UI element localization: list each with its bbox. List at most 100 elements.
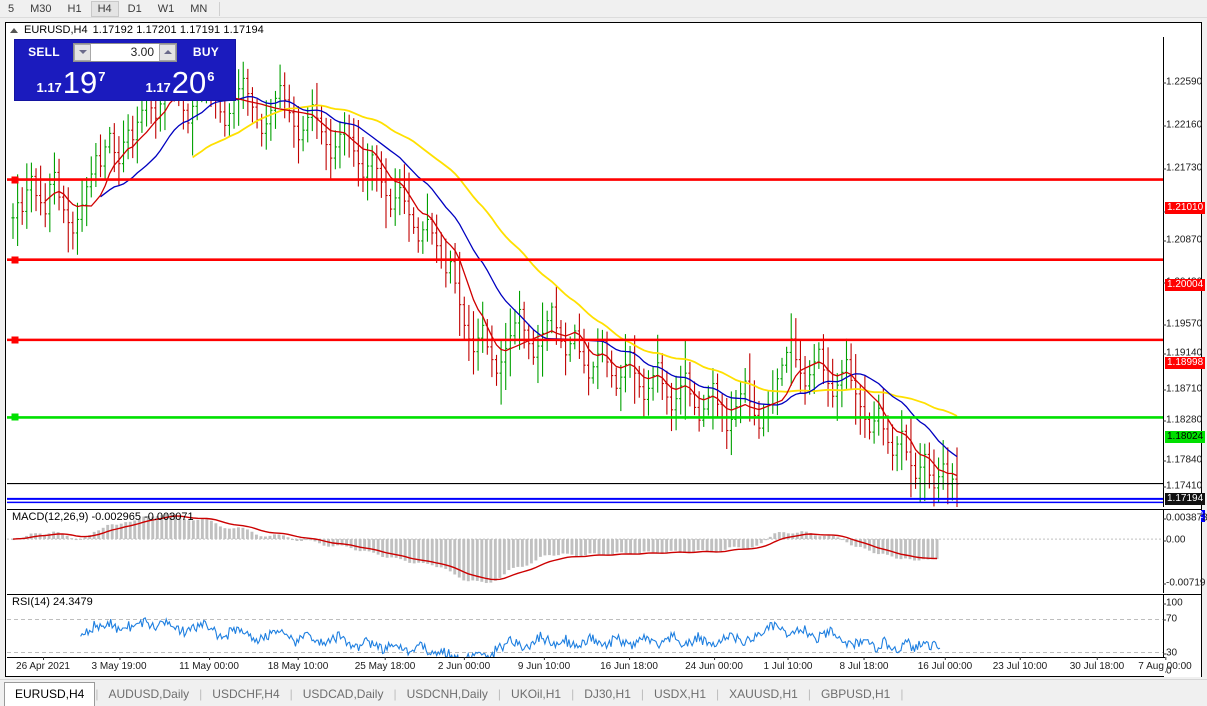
price-scale[interactable]: 1.225901.221601.217301.213001.208701.204… xyxy=(1162,37,1206,522)
macd-bar xyxy=(187,520,191,540)
macd-bar xyxy=(435,539,439,568)
macd-bar xyxy=(264,536,267,540)
macd-bar xyxy=(124,522,128,540)
volume-decrease-button[interactable] xyxy=(74,43,91,61)
macd-bar xyxy=(223,528,227,540)
toolbar-divider xyxy=(219,1,221,16)
macd-bar xyxy=(318,539,321,544)
chart-tab-xauusd-h1[interactable]: XAUUSD,H1 xyxy=(729,687,798,701)
tab-separator: | xyxy=(393,687,397,701)
tick-mark xyxy=(628,657,630,660)
macd-bar xyxy=(133,520,137,540)
chart-tab-audusd-daily[interactable]: AUDUSD,Daily xyxy=(108,687,190,701)
time-scale-tick: 2 Jun 00:00 xyxy=(438,657,490,672)
macd-bar xyxy=(43,534,47,540)
macd-bar xyxy=(593,539,596,554)
macd-bar xyxy=(525,539,529,566)
volume-stepper[interactable]: 3.00 xyxy=(73,42,177,62)
sell-price-button[interactable]: 1.17 19 7 xyxy=(17,64,124,98)
price-level-badge[interactable]: 1.20004 xyxy=(1165,279,1206,291)
timeframe-button-d1[interactable]: D1 xyxy=(127,2,142,15)
price-chart-pane[interactable] xyxy=(7,37,1165,507)
level-drag-handle-resistance-1[interactable] xyxy=(11,176,19,184)
macd-bar xyxy=(70,538,74,540)
macd-bar xyxy=(822,536,826,540)
chart-tab-usdcad-daily[interactable]: USDCAD,Daily xyxy=(302,687,384,701)
buy-button-label[interactable]: BUY xyxy=(192,45,220,59)
oct-prices-row: 1.17 19 7 1.17 20 6 xyxy=(15,64,235,100)
macd-bar xyxy=(836,537,840,540)
macd-bar xyxy=(534,539,538,561)
chart-tab-bar[interactable]: EURUSD,H4 | AUDUSD,Daily | USDCHF,H4 | USDCAD,… xyxy=(0,679,1207,706)
timeframe-button-h1[interactable]: H1 xyxy=(67,2,82,15)
time-scale-tick: 26 Apr 2021 xyxy=(16,657,70,672)
macd-bar xyxy=(665,539,669,553)
macd-bar xyxy=(529,539,533,564)
volume-increase-button[interactable] xyxy=(159,43,176,61)
time-scale-tick: 1 Jul 10:00 xyxy=(764,657,812,672)
price-level-badge[interactable]: 1.21010 xyxy=(1165,202,1206,214)
chart-tab-ukoil-h1[interactable]: UKOil,H1 xyxy=(511,687,562,701)
price-chart-svg xyxy=(7,48,1165,507)
macd-bar xyxy=(818,536,822,540)
sell-price-prefix: 1.17 xyxy=(36,80,62,95)
price-scale-tick: 1.19570 xyxy=(1162,318,1203,330)
macd-bar xyxy=(705,539,709,552)
macd-bar xyxy=(115,524,119,540)
macd-bar xyxy=(462,539,466,581)
chart-tab-dj30-h1[interactable]: DJ30,H1 xyxy=(584,687,631,701)
price-level-badge[interactable]: 1.17194 xyxy=(1165,493,1206,505)
macd-bar xyxy=(408,539,412,563)
timeframe-button-m30[interactable]: M30 xyxy=(30,2,52,15)
macd-bar xyxy=(295,539,299,541)
level-drag-handle-support-1[interactable] xyxy=(11,413,19,421)
macd-bar xyxy=(831,535,835,540)
collapse-triangle-icon[interactable] xyxy=(10,27,18,33)
macd-bar xyxy=(354,539,358,551)
macd-bar xyxy=(845,539,849,543)
macd-bar xyxy=(755,539,759,546)
price-level-badge[interactable]: 1.18024 xyxy=(1165,431,1206,443)
chart-tab-gbpusd-h1[interactable]: GBPUSD,H1 xyxy=(820,687,891,701)
tab-separator: | xyxy=(95,687,99,701)
macd-bar xyxy=(552,539,556,556)
timeframe-button-5[interactable]: 5 xyxy=(8,2,15,15)
tab-separator: | xyxy=(289,687,293,701)
chart-tab-usdx-h1[interactable]: USDX,H1 xyxy=(654,687,707,701)
macd-bar xyxy=(394,539,398,558)
macd-bar xyxy=(656,539,660,554)
time-scale[interactable]: 26 Apr 2021 3 May 19:00 11 May 00:00 18 May… xyxy=(7,657,1192,676)
macd-bar xyxy=(895,539,898,559)
chart-tab-usdcnh-daily[interactable]: USDCNH,Daily xyxy=(406,687,488,701)
macd-indicator-pane[interactable]: MACD(12,26,9) -0.002965 -0.003071 xyxy=(7,509,1165,593)
macd-bar xyxy=(723,539,727,550)
macd-bar xyxy=(336,539,340,546)
timeframe-button-w1[interactable]: W1 xyxy=(157,2,175,15)
timeframe-button-mn[interactable]: MN xyxy=(190,2,208,15)
macd-bar xyxy=(345,539,349,547)
chart-tab-usdchf-h4[interactable]: USDCHF,H4 xyxy=(212,687,280,701)
macd-bar xyxy=(241,527,245,540)
timeframe-toolbar: 5 M30 H1 H4 D1 W1 MN xyxy=(0,0,1207,18)
volume-input[interactable]: 3.00 xyxy=(91,43,159,61)
macd-bar xyxy=(453,539,457,575)
price-scale-tick: 1.17840 xyxy=(1162,454,1203,466)
macd-bar xyxy=(273,534,276,540)
macd-bar xyxy=(286,537,290,540)
chart-tab-eurusd-h4[interactable]: EURUSD,H4 xyxy=(4,682,96,706)
level-drag-handle-resistance-3[interactable] xyxy=(11,336,19,344)
macd-bar xyxy=(471,539,475,581)
macd-bar xyxy=(759,539,763,544)
macd-bar xyxy=(520,539,524,567)
tab-separator: | xyxy=(640,687,644,701)
timeframe-button-h4[interactable]: H4 xyxy=(90,0,119,17)
buy-price-button[interactable]: 1.17 20 6 xyxy=(126,64,233,98)
macd-bar xyxy=(367,539,371,552)
buy-price-fraction: 6 xyxy=(207,69,215,84)
level-drag-handle-resistance-2[interactable] xyxy=(11,256,19,264)
price-level-badge[interactable]: 1.18998 xyxy=(1165,357,1206,369)
macd-bar xyxy=(714,539,718,553)
sell-button-label[interactable]: SELL xyxy=(28,45,60,59)
tick-mark xyxy=(118,657,120,660)
macd-bar xyxy=(741,539,745,549)
